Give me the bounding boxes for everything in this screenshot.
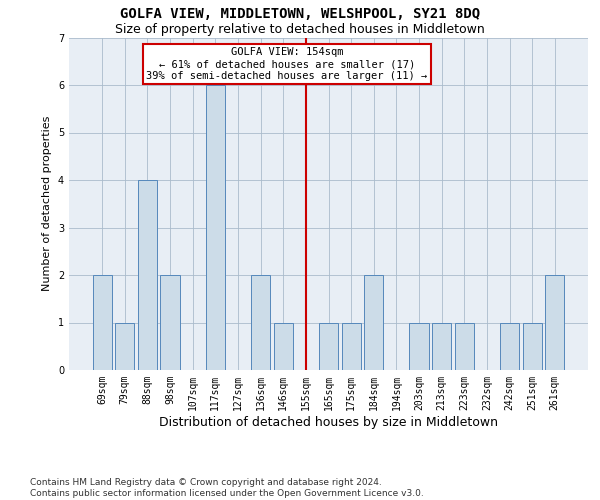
Bar <box>500 322 519 370</box>
Text: GOLFA VIEW, MIDDLETOWN, WELSHPOOL, SY21 8DQ: GOLFA VIEW, MIDDLETOWN, WELSHPOOL, SY21 … <box>120 8 480 22</box>
Bar <box>409 322 428 370</box>
Bar <box>160 275 180 370</box>
Bar <box>274 322 293 370</box>
Bar <box>92 275 112 370</box>
Bar <box>364 275 383 370</box>
Bar <box>523 322 542 370</box>
Y-axis label: Number of detached properties: Number of detached properties <box>43 116 52 292</box>
Text: Contains HM Land Registry data © Crown copyright and database right 2024.
Contai: Contains HM Land Registry data © Crown c… <box>30 478 424 498</box>
Bar <box>251 275 270 370</box>
Text: Size of property relative to detached houses in Middletown: Size of property relative to detached ho… <box>115 22 485 36</box>
Bar <box>432 322 451 370</box>
Bar <box>455 322 474 370</box>
Bar <box>341 322 361 370</box>
Bar <box>138 180 157 370</box>
X-axis label: Distribution of detached houses by size in Middletown: Distribution of detached houses by size … <box>159 416 498 428</box>
Bar <box>115 322 134 370</box>
Bar <box>319 322 338 370</box>
Bar <box>545 275 565 370</box>
Bar <box>206 85 225 370</box>
Text: GOLFA VIEW: 154sqm
← 61% of detached houses are smaller (17)
39% of semi-detache: GOLFA VIEW: 154sqm ← 61% of detached hou… <box>146 48 428 80</box>
